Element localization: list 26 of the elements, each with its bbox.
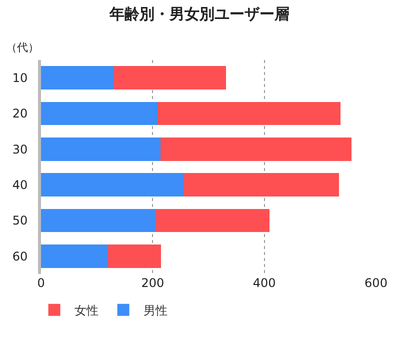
y-tick-label: 30 [12, 142, 28, 156]
bar [41, 173, 184, 196]
legend-label: 女性 [74, 304, 98, 318]
y-tick-label: 60 [12, 249, 28, 264]
y-axis-title: （代） [6, 41, 39, 54]
x-tick-label: 0 [37, 276, 45, 290]
bar [41, 138, 160, 161]
x-tick-label: 200 [141, 276, 164, 290]
y-tick-label: 10 [12, 71, 28, 86]
chart-title: 年齢別・男女別ユーザー層 [108, 5, 290, 24]
bar [41, 102, 158, 126]
y-tick-label: 50 [12, 214, 28, 228]
bar [156, 208, 270, 232]
x-tick-label: 600 [364, 276, 388, 290]
bar [108, 244, 162, 268]
x-tick-label: 400 [252, 276, 276, 290]
bar [114, 66, 226, 90]
bar [158, 102, 340, 126]
bar [41, 244, 108, 268]
bar [41, 208, 156, 232]
legend-label: 男性 [143, 304, 168, 318]
bar [41, 66, 114, 90]
bar [184, 173, 340, 196]
y-tick-label: 20 [12, 106, 28, 121]
y-tick-label: 40 [12, 178, 28, 192]
bar [160, 138, 352, 161]
